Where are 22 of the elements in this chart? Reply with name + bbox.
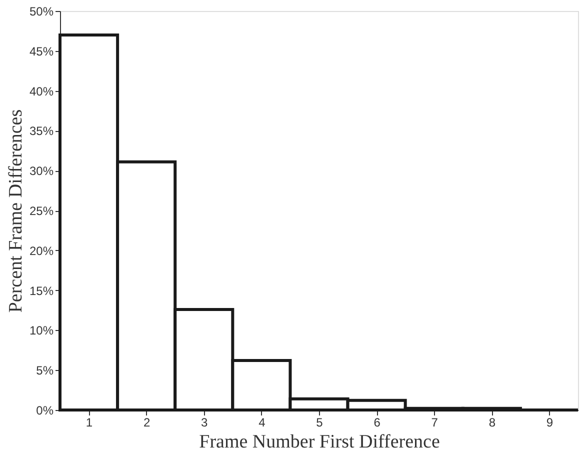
y-tick-label: 25%	[29, 204, 54, 218]
y-tick-label: 40%	[29, 84, 54, 98]
x-tick-label: 5	[316, 416, 324, 430]
y-tick-label: 50%	[29, 4, 54, 18]
y-tick-label: 45%	[29, 44, 54, 58]
y-tick-label: 15%	[29, 284, 54, 298]
x-tick-label: 4	[258, 416, 266, 430]
x-tick-label: 2	[143, 416, 150, 430]
x-tick-label: 6	[374, 416, 381, 430]
x-axis-title: Frame Number First Difference	[199, 432, 440, 452]
x-tick-label: 7	[431, 416, 438, 430]
y-tick-label: 35%	[29, 124, 54, 138]
x-tick-label: 3	[201, 416, 208, 430]
x-tick-label: 8	[488, 416, 496, 430]
y-tick-label: 0%	[36, 404, 54, 418]
y-axis-title: Percent Frame Differences	[5, 109, 26, 313]
x-tick-label: 9	[546, 416, 554, 430]
y-tick-label: 10%	[29, 324, 54, 338]
y-tick-label: 5%	[36, 364, 54, 378]
y-tick-label: 20%	[29, 244, 54, 258]
y-tick-label: 30%	[29, 164, 54, 178]
x-tick-label: 1	[86, 416, 93, 430]
